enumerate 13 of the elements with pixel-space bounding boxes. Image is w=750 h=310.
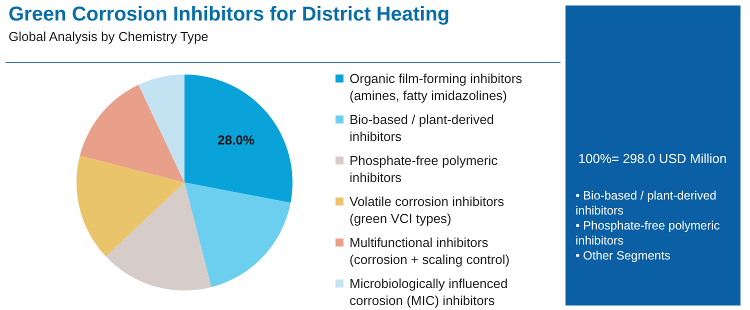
chart-title: Green Corrosion Inhibitors for District Heating (8, 4, 450, 26)
legend-label: Phosphate-free polymeric inhibitors (350, 153, 498, 185)
text: • Bio-based / plant-derived inhibitors (576, 188, 716, 218)
legend-label: Organic film-forming inhibitors (amines, fatty imidazolines) (350, 71, 523, 103)
legend-label: Multifunctional inhibitors (corrosion + scaling control) (350, 235, 510, 267)
text: • Other Segments (576, 248, 670, 262)
text: • Phosphate-free polymeric inhibitors (576, 218, 720, 248)
text: 100%= 298.0 USD Million (578, 151, 727, 166)
legend-label: Volatile corrosion inhibitors (green VCI types) (350, 194, 505, 226)
chart-subtitle: Global Analysis by Chemistry Type (8, 29, 208, 44)
legend-label: Bio-based / plant-derived inhibitors (350, 112, 494, 144)
data-label: 28.0% (218, 132, 255, 148)
legend-label: Microbiologically influenced corrosion (MIC) inhibitors (350, 276, 508, 308)
